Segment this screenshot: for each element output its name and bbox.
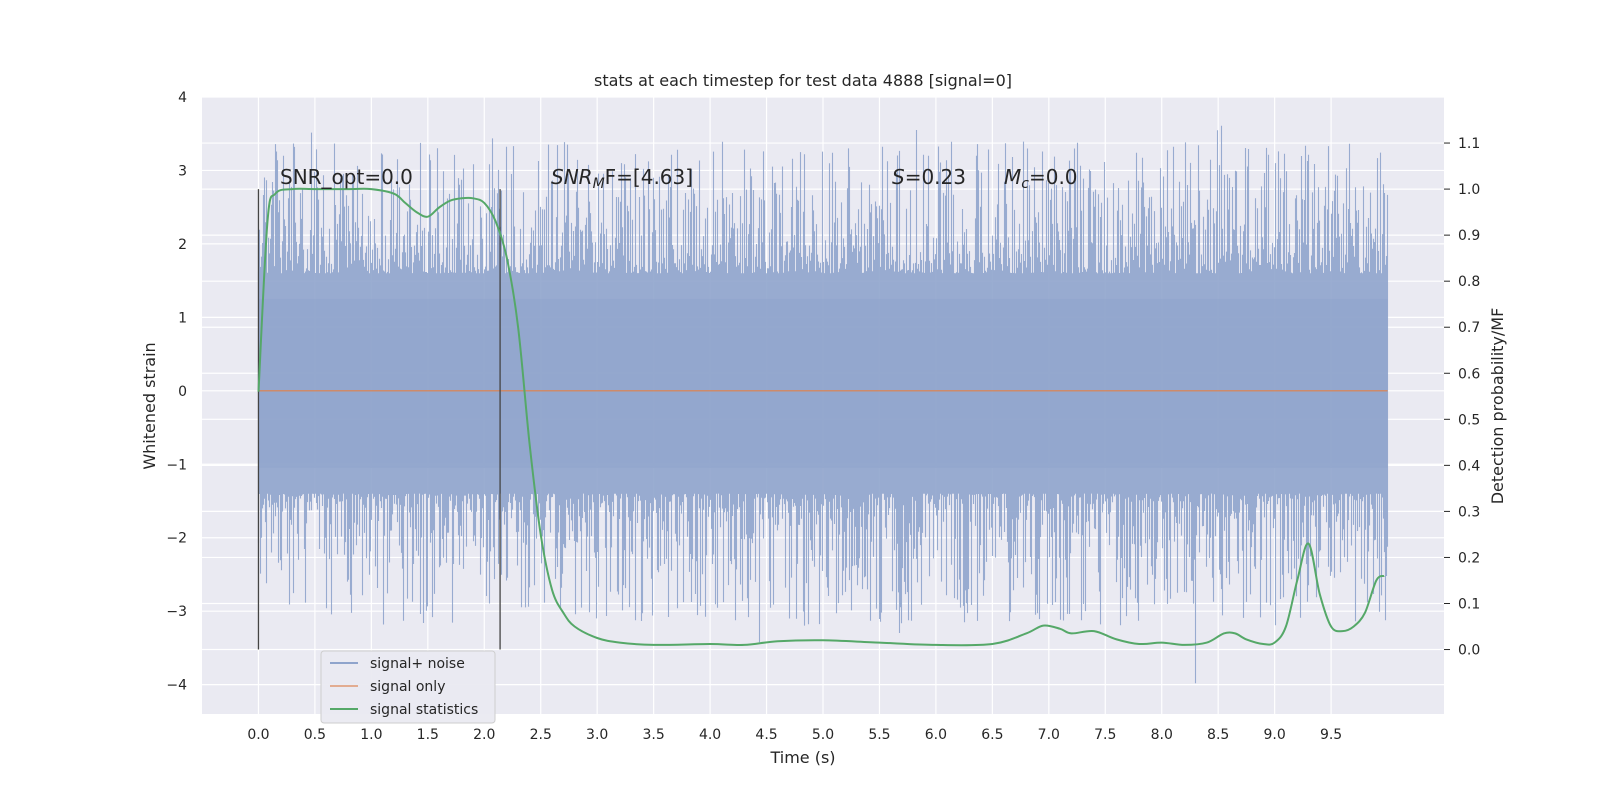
y2-tick-label: 1.0 bbox=[1458, 182, 1480, 198]
x-tick-label: 3.5 bbox=[643, 727, 665, 743]
y-tick-label: −2 bbox=[166, 531, 187, 547]
x-tick-label: 6.5 bbox=[981, 727, 1003, 743]
x-tick-label: 9.5 bbox=[1320, 727, 1342, 743]
annotation-mc-symbol: M bbox=[1004, 165, 1021, 189]
annotation-mc-subscript: c bbox=[1021, 176, 1029, 192]
y2-tick-label: 0.7 bbox=[1458, 320, 1480, 336]
annotation-s: S=0.23 bbox=[892, 165, 966, 189]
noise-dense-band bbox=[258, 298, 1388, 468]
x-tick-label: 1.0 bbox=[360, 727, 382, 743]
annotation-mc: Mc=0.0 bbox=[1004, 165, 1078, 192]
x-tick-label: 7.5 bbox=[1094, 727, 1116, 743]
annotation-snr-mf-value: F=[4.63] bbox=[605, 165, 693, 189]
x-tick-label: 7.0 bbox=[1038, 727, 1060, 743]
x-tick-label: 5.0 bbox=[812, 727, 834, 743]
x-axis-ticks: 0.0 0.5 1.0 1.5 2.0 2.5 3.0 3.5 4.0 4.5 5.0 5.5 6.0 6… bbox=[247, 727, 1342, 743]
y2-tick-label: 0.2 bbox=[1458, 550, 1480, 566]
annotation-s-value: =0.23 bbox=[905, 165, 966, 189]
x-tick-label: 2.5 bbox=[530, 727, 552, 743]
y-tick-label: −4 bbox=[166, 678, 187, 694]
x-tick-label: 2.0 bbox=[473, 727, 495, 743]
legend: signal+ noise signal only signal statist… bbox=[320, 650, 496, 724]
annotation-snr-mf-subscript: M bbox=[593, 176, 605, 192]
vertical-markers bbox=[257, 189, 501, 650]
noise-series bbox=[257, 125, 1389, 684]
legend-label-statistics: signal statistics bbox=[370, 702, 478, 718]
x-tick-label: 5.5 bbox=[868, 727, 890, 743]
x-tick-label: 3.0 bbox=[586, 727, 608, 743]
y2-tick-label: 0.5 bbox=[1458, 412, 1480, 428]
y2-axis-ticks: 1.1 1.0 0.9 0.8 0.7 0.6 0.5 0.4 0.3 0.2 0.1 0.0 bbox=[1444, 136, 1480, 659]
x-tick-label: 6.0 bbox=[925, 727, 947, 743]
x-tick-label: 1.5 bbox=[417, 727, 439, 743]
y2-tick-label: 0.3 bbox=[1458, 504, 1480, 520]
y2-tick-label: 1.1 bbox=[1458, 136, 1480, 152]
annotation-snr-mf: SNRMF=[4.63] bbox=[551, 165, 693, 192]
x-tick-label: 8.5 bbox=[1207, 727, 1229, 743]
x-tick-label: 0.0 bbox=[247, 727, 269, 743]
y-tick-label: 4 bbox=[178, 90, 187, 106]
x-tick-label: 4.0 bbox=[699, 727, 721, 743]
y2-tick-label: 0.0 bbox=[1458, 643, 1480, 659]
statistics-line bbox=[257, 187, 1385, 647]
annotation-mc-value: =0.0 bbox=[1029, 165, 1078, 189]
y-tick-label: 2 bbox=[178, 237, 187, 253]
annotation-snr-opt: SNR_opt=0.0 bbox=[280, 165, 413, 189]
y2-tick-label: 0.4 bbox=[1458, 458, 1480, 474]
y-tick-label: 3 bbox=[178, 163, 187, 179]
annotation-s-symbol: S bbox=[892, 165, 905, 189]
y2-tick-label: 0.9 bbox=[1458, 228, 1480, 244]
y-tick-label: −1 bbox=[166, 457, 187, 473]
y2-tick-label: 0.8 bbox=[1458, 274, 1480, 290]
y2-axis-label: Detection probability/MF bbox=[1488, 308, 1507, 505]
legend-label-signal-only: signal only bbox=[370, 679, 445, 695]
y-axis-label: Whitened strain bbox=[140, 342, 159, 469]
chart-title: stats at each timestep for test data 488… bbox=[594, 71, 1012, 90]
y-tick-label: 0 bbox=[178, 384, 187, 400]
legend-label-noise: signal+ noise bbox=[370, 656, 465, 672]
x-tick-label: 9.0 bbox=[1264, 727, 1286, 743]
x-tick-label: 0.5 bbox=[304, 727, 326, 743]
annotation-snr-mf-symbol: SNR bbox=[551, 165, 593, 189]
x-tick-label: 4.5 bbox=[755, 727, 777, 743]
y2-tick-label: 0.1 bbox=[1458, 596, 1480, 612]
legend-box bbox=[320, 650, 496, 724]
x-tick-label: 8.0 bbox=[1151, 727, 1173, 743]
y2-tick-label: 0.6 bbox=[1458, 366, 1480, 382]
x-axis-label: Time (s) bbox=[769, 748, 835, 767]
y-tick-label: 1 bbox=[178, 310, 187, 326]
y-tick-label: −3 bbox=[166, 604, 187, 620]
y-axis-ticks: 4 3 2 1 0 −1 −2 −3 −4 bbox=[166, 90, 187, 694]
